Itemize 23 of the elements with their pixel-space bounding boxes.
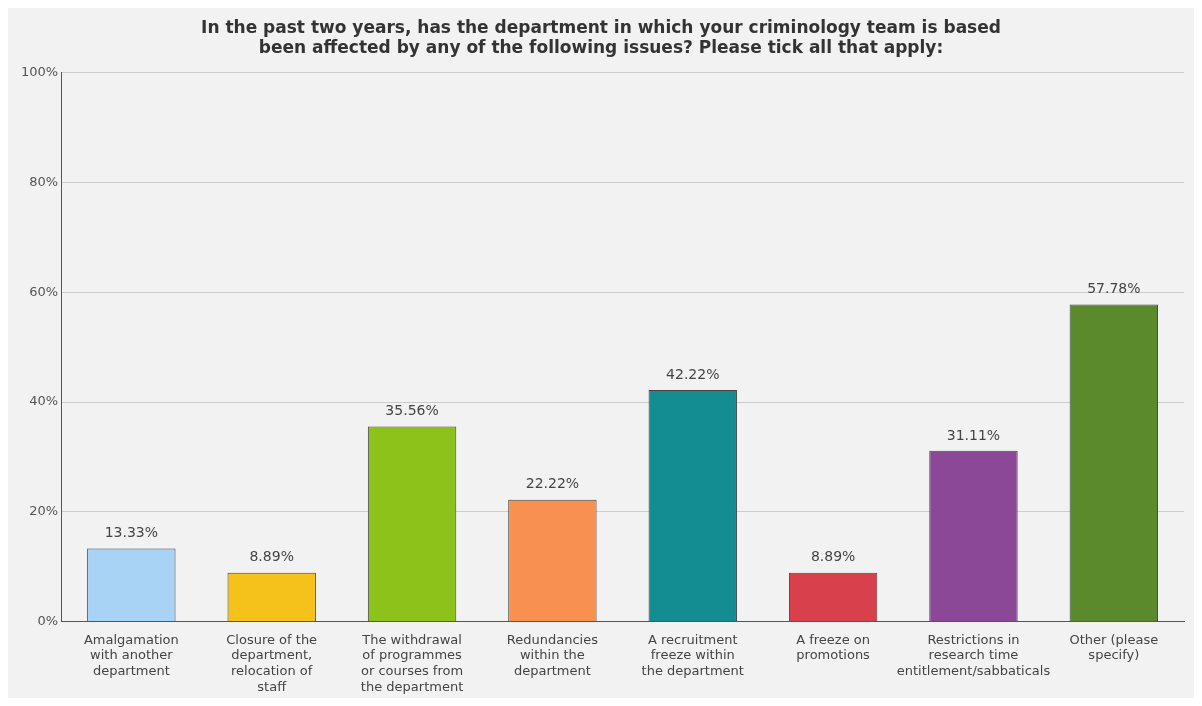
x-tick-label: Amalgamation with another department (83, 631, 179, 678)
chart-title: In the past two years, has the department in which your criminology team is based been affected by any of the following issues? Please tick all that apply: (201, 16, 1001, 58)
y-tick-label: 80% (29, 173, 59, 189)
x-tick-label: Closure of the department, relocation of staff (226, 631, 318, 694)
data-label: 13.33% (104, 524, 159, 541)
data-label: 42.22% (666, 365, 720, 382)
y-tick-label: 40% (29, 393, 59, 409)
x-tick-label: A recruitment freeze within the department (641, 631, 744, 678)
y-tick-label: 20% (29, 503, 59, 519)
x-tick-label: Redundancies within the department (506, 631, 599, 678)
y-tick-label: 0% (37, 612, 59, 628)
x-tick-label: Other (please specify) (1069, 631, 1159, 663)
data-label: 31.11% (946, 426, 1001, 443)
data-label: 22.22% (525, 475, 580, 492)
data-label: 8.89% (810, 548, 856, 565)
x-tick-label: Restrictions in research time entitlement/sabbaticals (896, 631, 1051, 678)
x-tick-label: A freeze on promotions (796, 631, 871, 663)
data-label: 35.56% (385, 402, 439, 419)
y-tick-label: 60% (29, 283, 59, 299)
y-tick-label: 100% (20, 64, 59, 80)
data-label: 8.89% (249, 548, 294, 565)
x-tick-label: The withdrawal of programmes or courses from the department (360, 631, 464, 694)
data-label: 57.78% (1087, 280, 1141, 297)
